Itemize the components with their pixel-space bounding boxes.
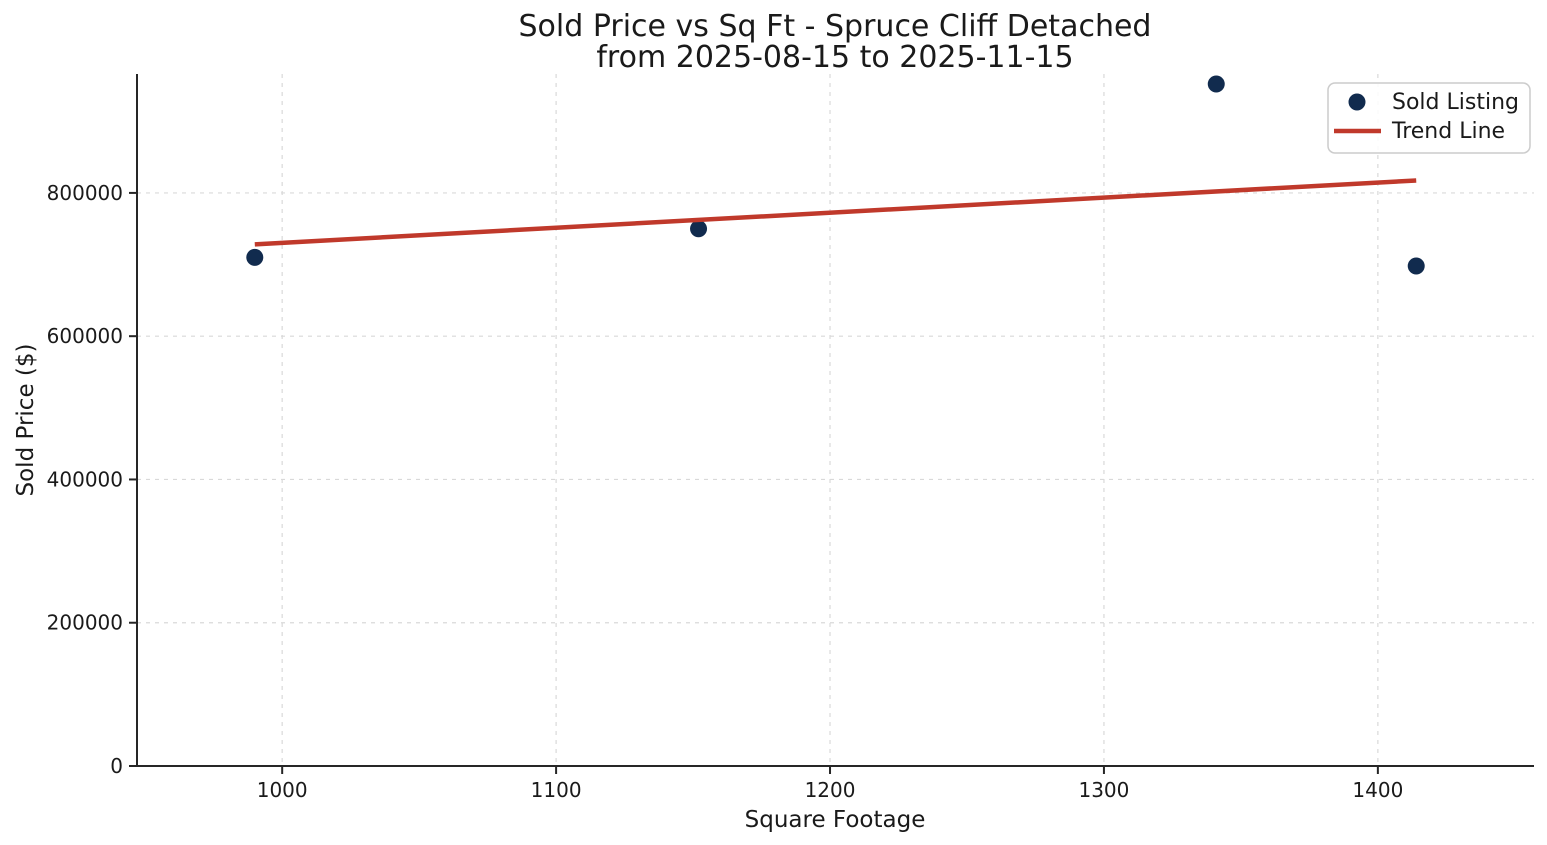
scatter-point	[690, 220, 708, 238]
y-tick-label: 400000	[47, 467, 123, 491]
axes: 1000 1100 1200 1300 1400 0 200000 400000 600000 8…	[47, 74, 1534, 802]
chart-title: Sold Price vs Sq Ft - Spruce Cliff Detac…	[519, 9, 1152, 44]
scatter-point	[1407, 257, 1425, 275]
legend-entry-label: Sold Listing	[1392, 90, 1519, 115]
y-axis-label: Sold Price ($)	[13, 344, 39, 497]
gridlines	[137, 74, 1534, 767]
x-tick-label: 1300	[1078, 778, 1129, 802]
x-tick-label: 1000	[257, 778, 308, 802]
x-tick-label: 1100	[531, 778, 582, 802]
scatter-point	[1207, 75, 1225, 93]
y-tick-label: 800000	[47, 181, 123, 205]
x-tick-label: 1200	[805, 778, 856, 802]
legend-marker-dot	[1348, 93, 1366, 111]
legend: Sold Listing Trend Line	[1327, 82, 1531, 154]
chart-subtitle: from 2025-08-15 to 2025-11-15	[596, 40, 1073, 75]
x-axis-label: Square Footage	[745, 807, 926, 833]
plot-data	[246, 75, 1425, 275]
scatter-point	[246, 248, 264, 266]
trend-line	[254, 178, 1417, 247]
y-tick-label: 600000	[47, 324, 123, 348]
x-tick-label: 1400	[1352, 778, 1403, 802]
legend-box	[1327, 82, 1531, 154]
legend-entry-label: Trend Line	[1391, 119, 1505, 144]
y-tick-label: 0	[110, 754, 123, 778]
y-tick-label: 200000	[47, 611, 123, 635]
